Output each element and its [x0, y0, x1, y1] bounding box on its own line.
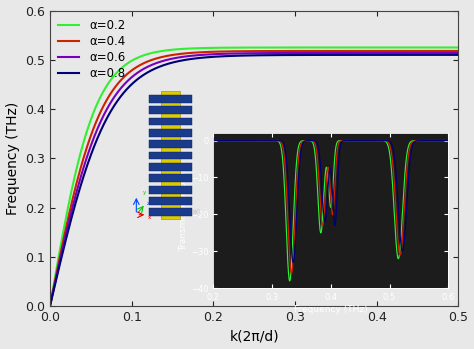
α=0.6 — [227, 52, 233, 56]
α=0.4 — [227, 49, 233, 53]
α=0.4 — [89, 131, 94, 135]
α=0.8 — [365, 53, 371, 57]
α=0.4 — [212, 50, 218, 54]
α=0.8 — [212, 54, 218, 59]
α=0.2 — [47, 304, 53, 308]
α=0.6 — [47, 304, 53, 308]
α=0.4 — [328, 49, 333, 53]
Legend: α=0.2, α=0.4, α=0.6, α=0.8: α=0.2, α=0.4, α=0.6, α=0.8 — [54, 14, 130, 84]
α=0.8 — [373, 53, 379, 57]
α=0.8 — [47, 304, 53, 308]
α=0.8 — [227, 54, 233, 58]
α=0.4 — [365, 49, 371, 53]
Y-axis label: Frequency (THz): Frequency (THz) — [6, 102, 19, 215]
Line: α=0.6: α=0.6 — [50, 53, 458, 306]
α=0.6 — [89, 141, 94, 146]
Line: α=0.2: α=0.2 — [50, 47, 458, 306]
X-axis label: k(2π/d): k(2π/d) — [229, 329, 279, 343]
α=0.2 — [328, 45, 333, 50]
α=0.6 — [456, 51, 461, 55]
α=0.2 — [89, 115, 94, 119]
α=0.2 — [212, 46, 218, 50]
α=0.2 — [456, 45, 461, 50]
Line: α=0.4: α=0.4 — [50, 51, 458, 306]
α=0.8 — [456, 53, 461, 57]
α=0.4 — [456, 49, 461, 53]
α=0.2 — [227, 46, 233, 50]
α=0.6 — [212, 52, 218, 56]
α=0.4 — [47, 304, 53, 308]
α=0.2 — [373, 45, 379, 50]
α=0.6 — [328, 51, 333, 55]
α=0.6 — [373, 51, 379, 55]
Line: α=0.8: α=0.8 — [50, 55, 458, 306]
α=0.6 — [365, 51, 371, 55]
α=0.2 — [365, 45, 371, 50]
α=0.4 — [373, 49, 379, 53]
α=0.8 — [89, 151, 94, 155]
α=0.8 — [328, 53, 333, 57]
